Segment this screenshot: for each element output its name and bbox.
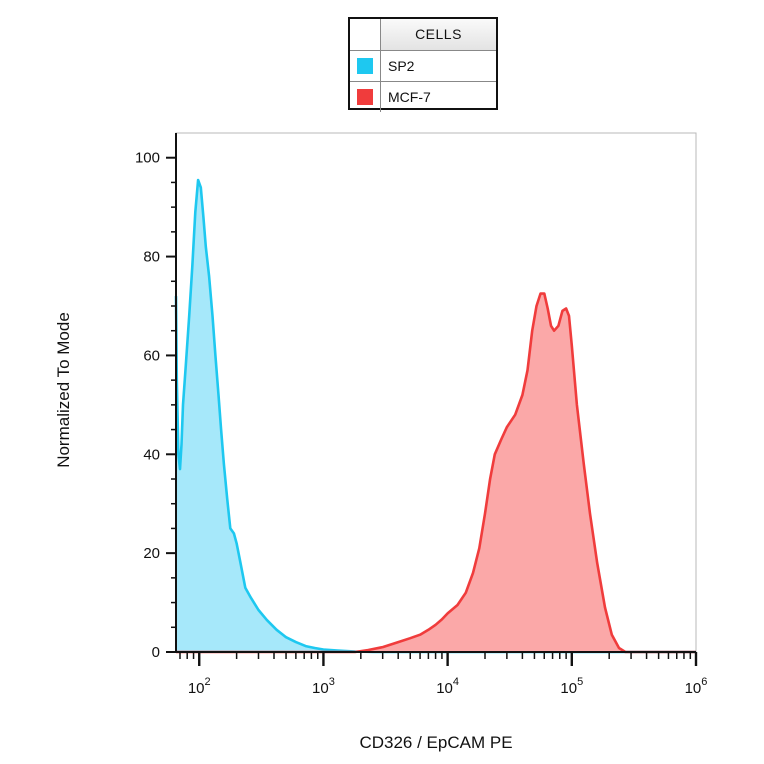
x-tick-label-1000000: 106	[685, 676, 708, 697]
x-tick-label-base: 10	[685, 680, 702, 697]
x-tick-label-base: 10	[436, 680, 453, 697]
y-tick-label-80: 80	[143, 249, 160, 266]
x-tick-label-base: 10	[188, 680, 205, 697]
legend-label-sp2: SP2	[380, 51, 496, 81]
series-line-mcf7	[176, 292, 696, 654]
series-fill-mcf7	[176, 293, 696, 652]
legend-swatch-mcf7	[357, 89, 373, 105]
x-tick-label-base: 10	[312, 680, 329, 697]
legend-swatch-sp2	[357, 58, 373, 74]
x-tick-label-exponent: 6	[701, 676, 707, 688]
x-tick-label-exponent: 4	[453, 676, 459, 688]
legend-item-sp2: SP2	[350, 50, 496, 81]
legend-label-mcf7: MCF-7	[380, 82, 496, 112]
x-axis-label: CD326 / EpCAM PE	[359, 733, 513, 752]
plot-area	[175, 132, 697, 653]
legend-header-cell: CELLS	[380, 19, 496, 50]
y-tick-label-60: 60	[143, 347, 160, 364]
x-tick-label-100: 102	[188, 676, 211, 697]
x-tick-label-10000: 104	[436, 676, 459, 697]
x-tick-label-1000: 103	[312, 676, 335, 697]
x-tick-label-base: 10	[560, 680, 577, 697]
plot-frame	[175, 132, 697, 653]
legend-header-row: CELLS	[350, 19, 496, 50]
y-tick-label-20: 20	[143, 545, 160, 562]
series-line-sp2	[174, 178, 696, 654]
y-axis-label: Normalized To Mode	[54, 312, 73, 468]
series-fill-sp2	[176, 180, 696, 652]
series-layer	[174, 178, 696, 654]
y-tick-label-100: 100	[135, 150, 160, 167]
x-tick-label-100000: 105	[560, 676, 583, 697]
y-tick-label-40: 40	[143, 446, 160, 463]
x-tick-label-exponent: 5	[577, 676, 583, 688]
x-tick-label-exponent: 2	[205, 676, 211, 688]
legend-header: CELLS	[415, 26, 462, 42]
y-tick-label-0: 0	[152, 644, 160, 661]
legend: CELLS SP2 MCF-7	[348, 17, 498, 112]
x-tick-label-exponent: 3	[329, 676, 335, 688]
legend-item-mcf7: MCF-7	[350, 81, 496, 112]
